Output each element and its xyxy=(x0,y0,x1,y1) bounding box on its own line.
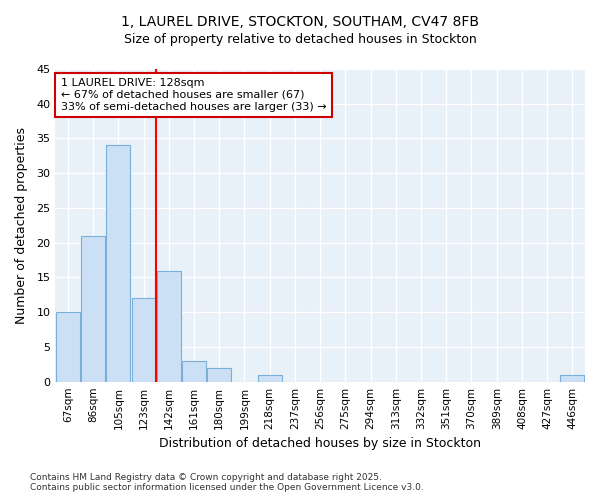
Bar xyxy=(207,368,231,382)
Bar xyxy=(56,312,80,382)
Bar xyxy=(258,374,281,382)
Bar xyxy=(106,146,130,382)
Text: 1 LAUREL DRIVE: 128sqm
← 67% of detached houses are smaller (67)
33% of semi-det: 1 LAUREL DRIVE: 128sqm ← 67% of detached… xyxy=(61,78,326,112)
Text: Size of property relative to detached houses in Stockton: Size of property relative to detached ho… xyxy=(124,32,476,46)
Text: Contains HM Land Registry data © Crown copyright and database right 2025.
Contai: Contains HM Land Registry data © Crown c… xyxy=(30,473,424,492)
Bar xyxy=(131,298,155,382)
Bar xyxy=(560,374,584,382)
Bar xyxy=(157,270,181,382)
X-axis label: Distribution of detached houses by size in Stockton: Distribution of detached houses by size … xyxy=(159,437,481,450)
Bar xyxy=(182,361,206,382)
Y-axis label: Number of detached properties: Number of detached properties xyxy=(15,127,28,324)
Text: 1, LAUREL DRIVE, STOCKTON, SOUTHAM, CV47 8FB: 1, LAUREL DRIVE, STOCKTON, SOUTHAM, CV47… xyxy=(121,15,479,29)
Bar xyxy=(81,236,105,382)
